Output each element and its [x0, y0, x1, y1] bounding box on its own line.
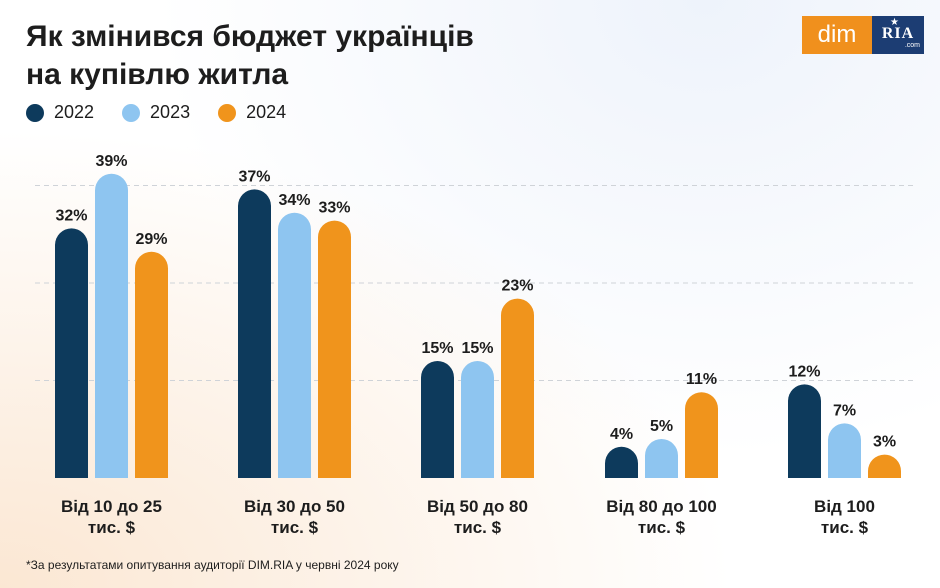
data-label-2023-cat-4: 5% [650, 418, 673, 435]
data-label-2024-cat-5: 3% [873, 434, 896, 451]
bar-2024-cat-2 [318, 220, 351, 478]
data-label-2023-cat-3: 15% [461, 340, 493, 357]
legend: 2022 2023 2024 [26, 102, 286, 123]
bar-2022-cat-3 [421, 361, 454, 478]
footnote: *За результатами опитування аудиторії DI… [26, 558, 399, 572]
chart-title-line-2: на купівлю житла [26, 58, 289, 91]
data-label-2022-cat-5: 12% [788, 363, 820, 380]
legend-item-2024: 2024 [218, 102, 286, 123]
data-label-2022-cat-4: 4% [610, 426, 633, 443]
bar-2023-cat-4 [645, 439, 678, 478]
bar-2023-cat-1 [95, 173, 128, 479]
category-label-3-line-1: Від 50 до 80 [427, 497, 528, 516]
legend-item-2022: 2022 [26, 102, 94, 123]
legend-swatch-2022 [26, 103, 44, 122]
bar-2024-cat-5 [868, 454, 901, 478]
bar-2024-cat-4 [685, 392, 718, 478]
data-label-2022-cat-3: 15% [421, 340, 453, 357]
legend-label-2023: 2023 [150, 102, 191, 122]
category-label-5-line-2: тис. $ [821, 518, 869, 537]
data-label-2023-cat-5: 7% [833, 402, 856, 419]
category-label-4-line-1: Від 80 до 100 [606, 497, 716, 516]
data-label-2024-cat-3: 23% [501, 278, 533, 295]
category-label-1-line-2: тис. $ [88, 518, 136, 537]
data-label-2023-cat-2: 34% [278, 192, 310, 209]
bar-2023-cat-2 [278, 212, 311, 478]
chart-title: Як змінився бюджет українців на купівлю … [26, 18, 586, 94]
logo-dim: dim [802, 16, 872, 54]
data-label-2024-cat-4: 11% [686, 371, 717, 388]
category-label-1-line-1: Від 10 до 25 [61, 497, 162, 516]
logo-ria-suffix: .com [904, 41, 920, 49]
data-label-2022-cat-1: 32% [55, 207, 87, 224]
logo-ria: ★ RIA .com [872, 16, 924, 54]
bar-2023-cat-5 [828, 423, 861, 478]
bar-2022-cat-2 [238, 189, 271, 478]
bar-2023-cat-3 [461, 361, 494, 478]
data-label-2023-cat-1: 39% [95, 153, 127, 170]
chart-title-line-1: Як змінився бюджет українців [26, 20, 474, 53]
bar-2024-cat-1 [135, 251, 168, 478]
legend-item-2023: 2023 [122, 102, 190, 123]
category-label-4-line-2: тис. $ [638, 518, 686, 537]
data-label-2022-cat-2: 37% [238, 168, 270, 185]
bar-2022-cat-5 [788, 384, 821, 478]
logo-ria-text: RIA [881, 24, 915, 42]
category-label-2-line-2: тис. $ [271, 518, 319, 537]
data-label-2024-cat-1: 29% [135, 231, 167, 248]
category-label-5-line-1: Від 100 [814, 497, 875, 516]
bar-2024-cat-3 [501, 298, 534, 478]
bar-2022-cat-4 [605, 446, 638, 478]
category-label-2-line-1: Від 30 до 50 [244, 497, 345, 516]
legend-label-2022: 2022 [54, 102, 95, 122]
legend-label-2024: 2024 [246, 102, 287, 122]
legend-swatch-2023 [122, 103, 141, 122]
legend-swatch-2024 [218, 103, 237, 122]
bar-2022-cat-1 [55, 228, 88, 478]
star-icon: ★ [890, 17, 899, 28]
dim-ria-logo[interactable]: dim ★ RIA .com [802, 16, 924, 54]
data-label-2024-cat-2: 33% [318, 200, 350, 217]
category-label-3-line-2: тис. $ [454, 518, 502, 537]
